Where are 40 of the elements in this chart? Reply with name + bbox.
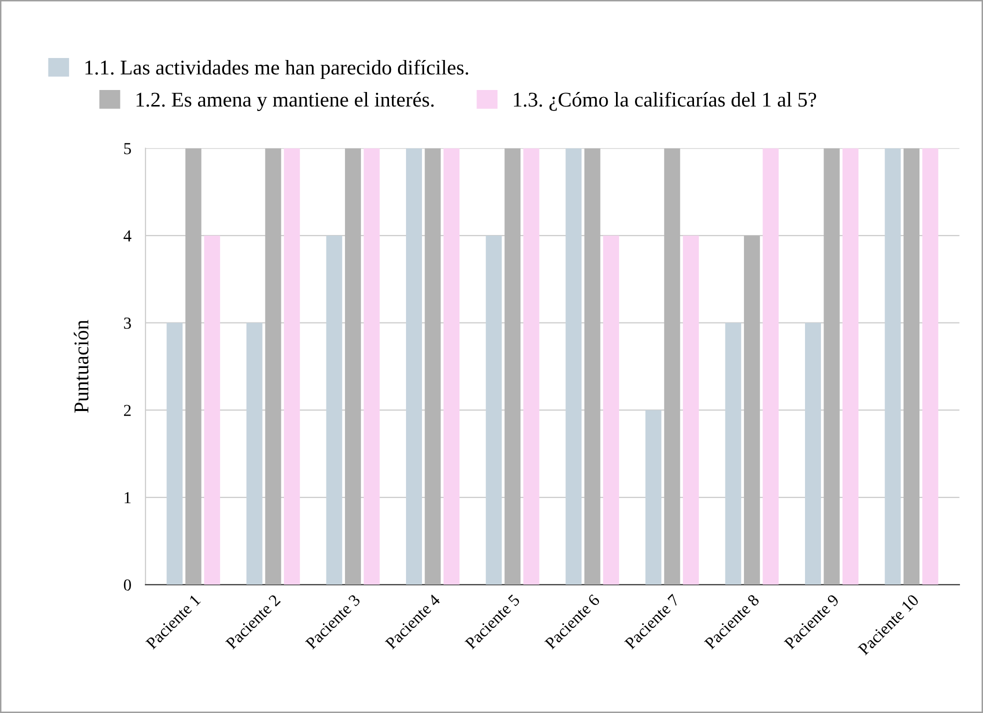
bar [185, 148, 202, 585]
bar [725, 322, 742, 585]
bar [166, 322, 183, 585]
legend-label: 1.2. Es amena y mantiene el interés. [136, 92, 434, 112]
y-tick-label: 2 [124, 404, 131, 416]
bar [246, 322, 262, 585]
y-tick-label: 1 [124, 492, 131, 504]
bar [424, 148, 441, 585]
bar [584, 148, 600, 585]
bar [344, 148, 361, 585]
bar [884, 148, 901, 585]
bar [406, 148, 422, 585]
bar [762, 148, 779, 585]
y-tick-label: 5 [124, 143, 131, 154]
bar [504, 148, 521, 585]
legend-label: 1.3. ¿Cómo la calificarías del 1 al 5? [514, 92, 816, 111]
bar [824, 148, 840, 585]
bar [682, 236, 699, 585]
y-tick-label: 0 [124, 579, 131, 591]
y-axis-title: Puntuación [74, 320, 88, 413]
bar [204, 236, 220, 585]
bar [805, 322, 821, 585]
bar [265, 148, 282, 585]
bar [904, 148, 920, 585]
legend-label: 1.1. Las actividades me han parecido difíciles. [85, 60, 468, 79]
bar [326, 236, 342, 585]
bar [523, 148, 540, 585]
bar [922, 148, 938, 585]
bar [444, 148, 460, 585]
bar [744, 236, 760, 585]
bar [284, 148, 300, 585]
bar [566, 148, 582, 585]
bar [645, 410, 662, 585]
bar [486, 236, 502, 585]
y-tick-label: 4 [124, 230, 132, 242]
bar [364, 148, 380, 585]
bar [664, 148, 680, 585]
bar [842, 148, 858, 585]
bar [603, 236, 620, 585]
y-tick-label: 3 [124, 318, 131, 329]
